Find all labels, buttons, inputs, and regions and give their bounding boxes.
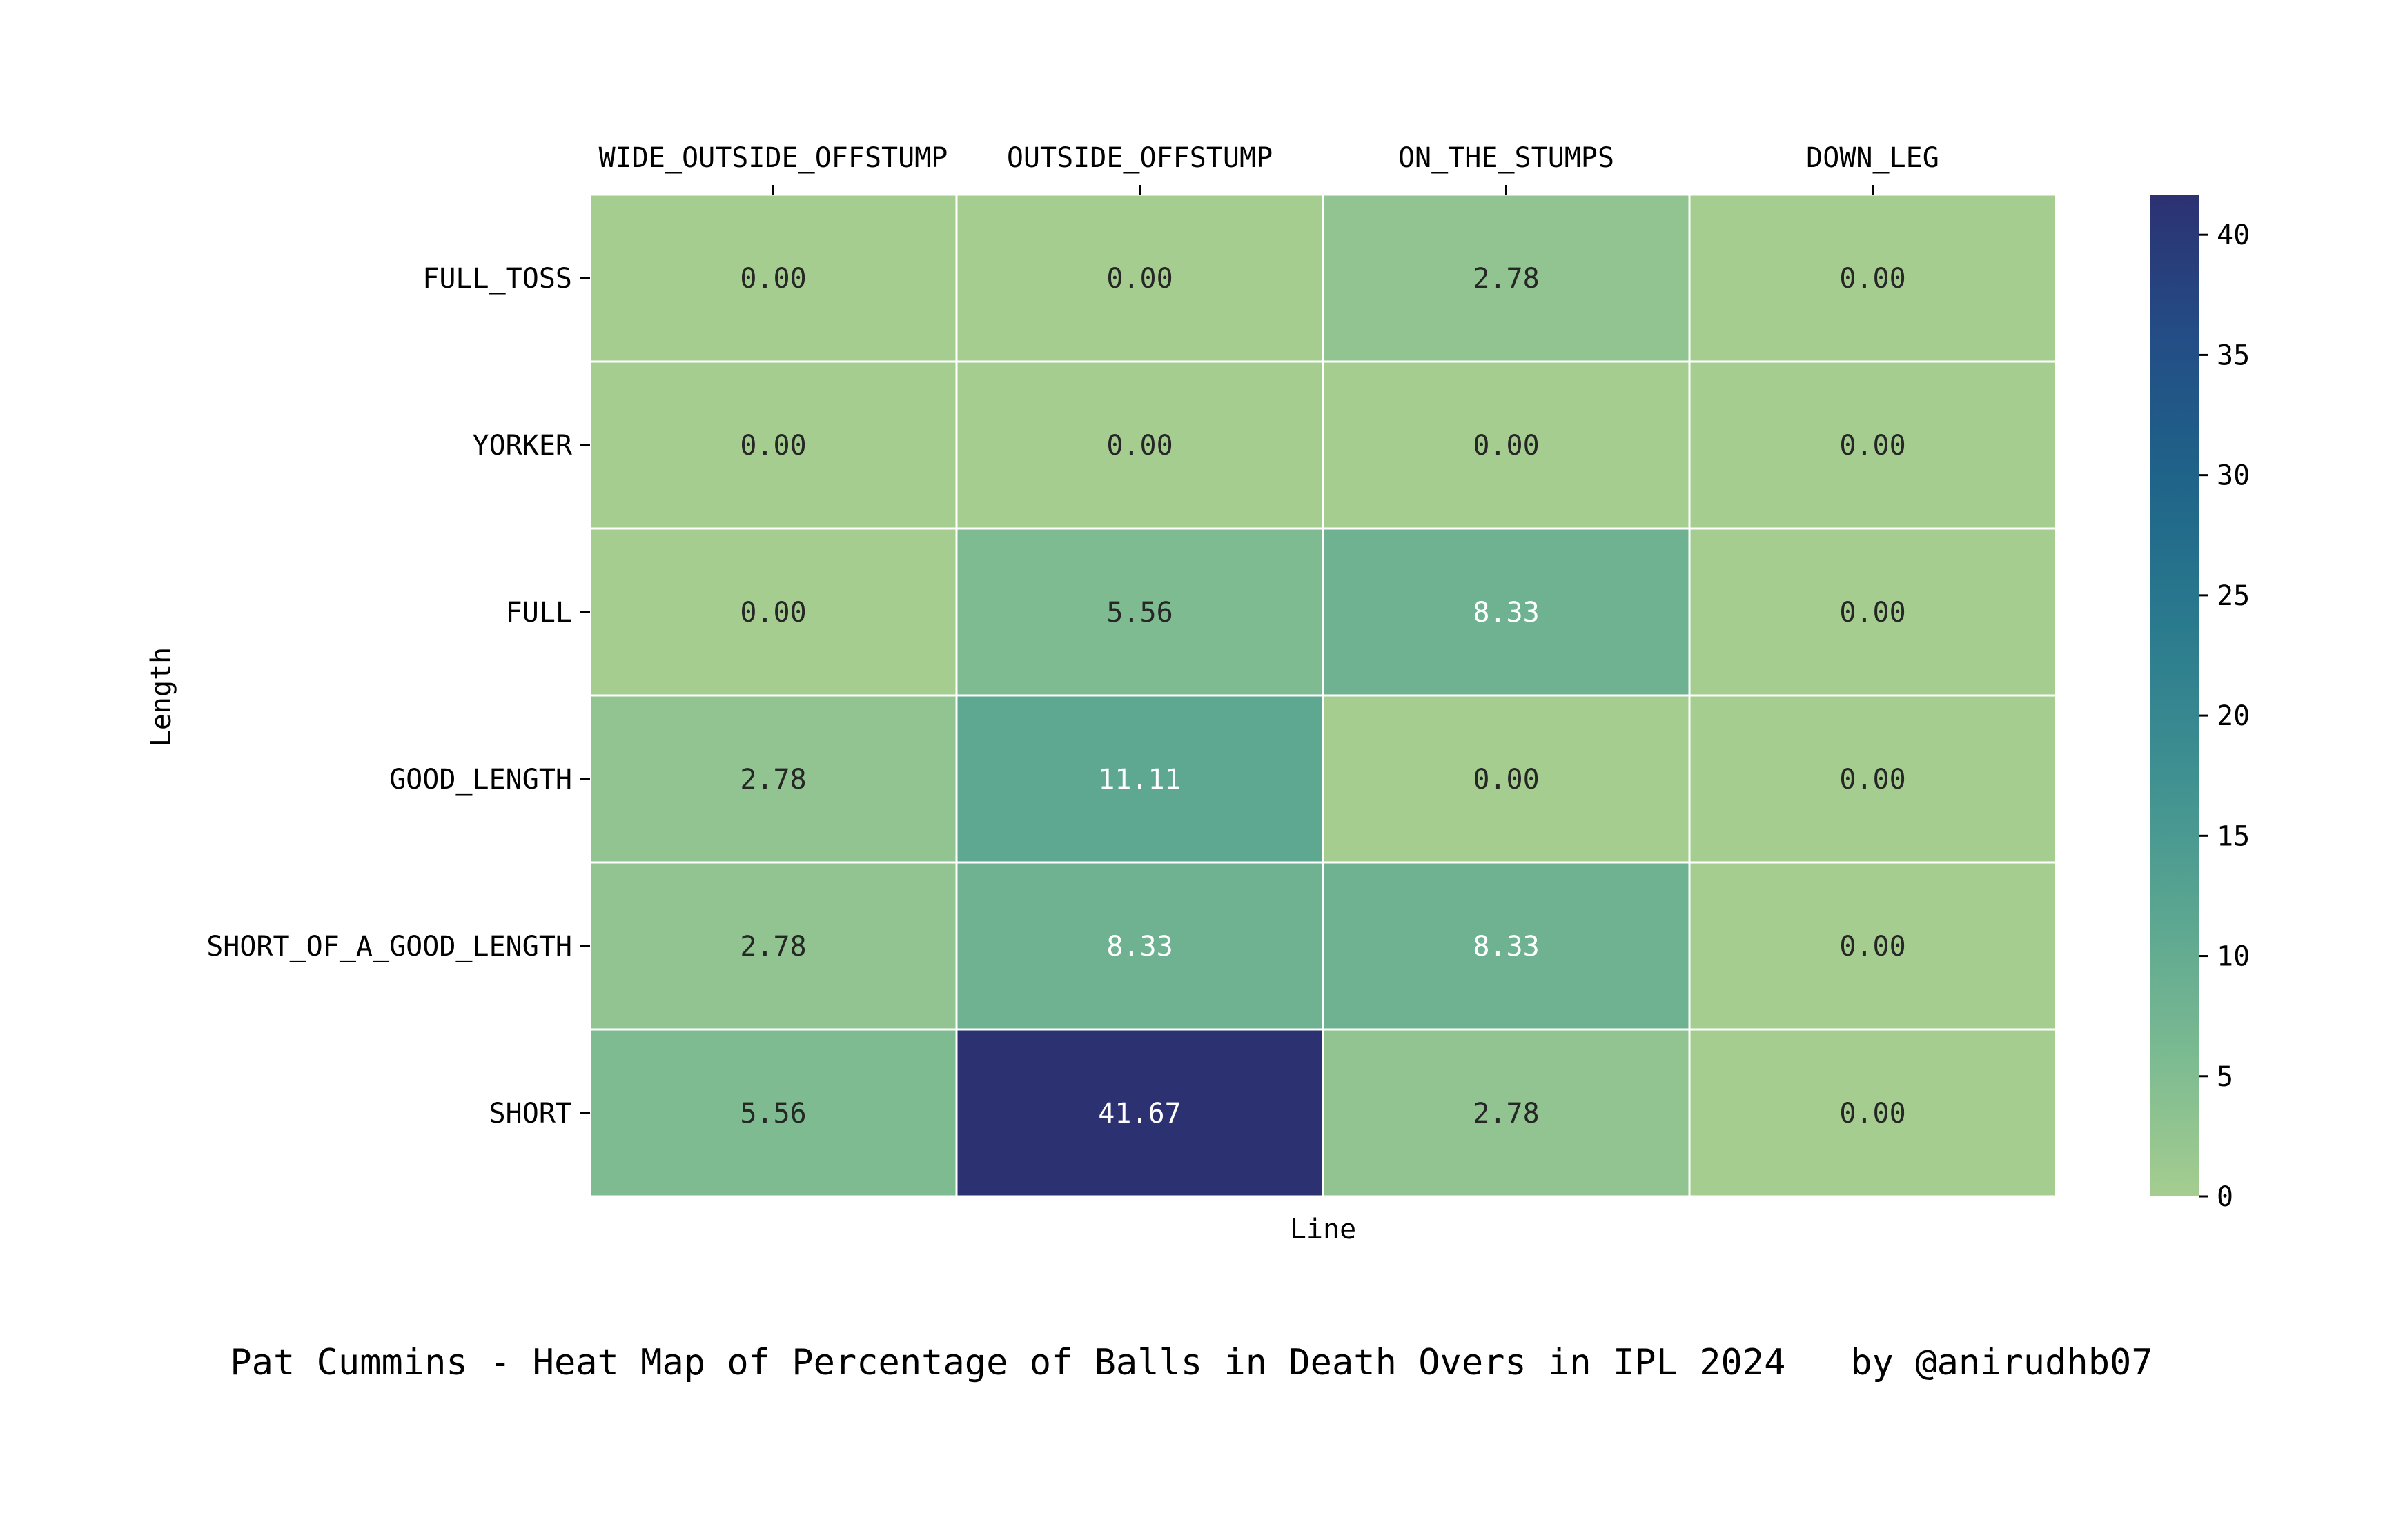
y-tick-label: GOOD_LENGTH bbox=[389, 764, 572, 796]
x-axis-title: Line bbox=[1290, 1214, 1356, 1245]
y-axis: FULL_TOSS YORKER FULL GOOD_LENGTH SHORT_OF_A… bbox=[206, 263, 590, 1129]
heatmap-cell bbox=[955, 694, 1324, 864]
cell-value-label: 8.33 bbox=[1473, 931, 1539, 962]
heatmap-cell bbox=[1322, 1028, 1691, 1198]
y-tick-label: SHORT bbox=[489, 1098, 572, 1129]
cell-value-label: 0.00 bbox=[740, 430, 806, 462]
cell-value-label: 0.00 bbox=[1106, 430, 1173, 462]
cell-value-label: 8.33 bbox=[1106, 931, 1173, 962]
colorbar: 0 5 10 15 20 25 30 35 40 bbox=[2150, 195, 2250, 1213]
cell-value-label: 5.56 bbox=[740, 1098, 806, 1129]
x-tick-label: ON_THE_STUMPS bbox=[1398, 142, 1614, 174]
cell-value-label: 0.00 bbox=[1839, 597, 1905, 629]
heatmap-cell bbox=[1688, 1028, 2057, 1198]
heatmap-cell bbox=[1688, 193, 2057, 363]
colorbar-tick-label: 40 bbox=[2217, 219, 2250, 251]
x-tick-label: DOWN_LEG bbox=[1806, 142, 1939, 174]
cell-value-label: 41.67 bbox=[1098, 1098, 1181, 1129]
cell-value-label: 0.00 bbox=[740, 263, 806, 295]
colorbar-tick-label: 30 bbox=[2217, 460, 2250, 492]
heatmap-cell bbox=[1322, 861, 1691, 1031]
cell-value-label: 0.00 bbox=[1839, 931, 1905, 962]
cell-value-label: 5.56 bbox=[1106, 597, 1173, 629]
cell-value-label: 2.78 bbox=[1473, 1098, 1539, 1129]
colorbar-tick-label: 15 bbox=[2217, 820, 2250, 852]
chart-caption: Pat Cummins - Heat Map of Percentage of … bbox=[230, 1342, 2153, 1383]
heatmap-cell bbox=[955, 193, 1324, 363]
y-tick-label: SHORT_OF_A_GOOD_LENGTH bbox=[206, 931, 572, 962]
heatmap-cell bbox=[955, 527, 1324, 697]
heatmap-cell-labels: 0.00 0.00 2.78 0.00 0.00 0.00 0.00 0.00 0.00 5.56… bbox=[740, 263, 1905, 1129]
cell-value-label: 0.00 bbox=[1839, 764, 1905, 796]
x-axis: WIDE_OUTSIDE_OFFSTUMP OUTSIDE_OFFSTUMP ON_… bbox=[599, 142, 1939, 195]
heatmap-cell bbox=[1688, 861, 2057, 1031]
y-tick-label: YORKER bbox=[473, 430, 573, 462]
heatmap-cell bbox=[955, 1028, 1324, 1198]
cell-value-label: 2.78 bbox=[1473, 263, 1539, 295]
cell-value-label: 0.00 bbox=[1839, 263, 1905, 295]
colorbar-tick-label: 25 bbox=[2217, 580, 2250, 612]
heatmap-cell bbox=[589, 1028, 958, 1198]
cell-value-label: 0.00 bbox=[1839, 430, 1905, 462]
colorbar-tick-label: 10 bbox=[2217, 941, 2250, 973]
heatmap-cell bbox=[1688, 527, 2057, 697]
x-tick-label: OUTSIDE_OFFSTUMP bbox=[1007, 142, 1273, 174]
colorbar-tick-label: 5 bbox=[2217, 1061, 2233, 1093]
colorbar-gradient bbox=[2150, 195, 2199, 1196]
colorbar-tick-label: 20 bbox=[2217, 700, 2250, 732]
heatmap-cell bbox=[1688, 360, 2057, 530]
cell-value-label: 2.78 bbox=[740, 764, 806, 796]
cell-value-label: 11.11 bbox=[1098, 764, 1181, 796]
cell-value-label: 2.78 bbox=[740, 931, 806, 962]
cell-value-label: 0.00 bbox=[1106, 263, 1173, 295]
heatmap-cell bbox=[589, 694, 958, 864]
y-axis-title: Length bbox=[146, 647, 177, 747]
cell-value-label: 0.00 bbox=[740, 597, 806, 629]
heatmap-cells bbox=[589, 193, 2057, 1198]
heatmap-cell bbox=[955, 360, 1324, 530]
heatmap-cell bbox=[955, 861, 1324, 1031]
colorbar-tick-label: 35 bbox=[2217, 339, 2250, 371]
cell-value-label: 0.00 bbox=[1473, 430, 1539, 462]
heatmap-cell bbox=[589, 861, 958, 1031]
heatmap-cell bbox=[589, 193, 958, 363]
colorbar-tick-label: 0 bbox=[2217, 1181, 2233, 1213]
cell-value-label: 0.00 bbox=[1473, 764, 1539, 796]
heatmap-cell bbox=[1322, 694, 1691, 864]
cell-value-label: 8.33 bbox=[1473, 597, 1539, 629]
y-tick-label: FULL bbox=[506, 597, 572, 629]
x-tick-label: WIDE_OUTSIDE_OFFSTUMP bbox=[599, 142, 948, 174]
y-tick-label: FULL_TOSS bbox=[422, 263, 572, 295]
heatmap-cell bbox=[1688, 694, 2057, 864]
heatmap-cell bbox=[589, 360, 958, 530]
cell-value-label: 0.00 bbox=[1839, 1098, 1905, 1129]
